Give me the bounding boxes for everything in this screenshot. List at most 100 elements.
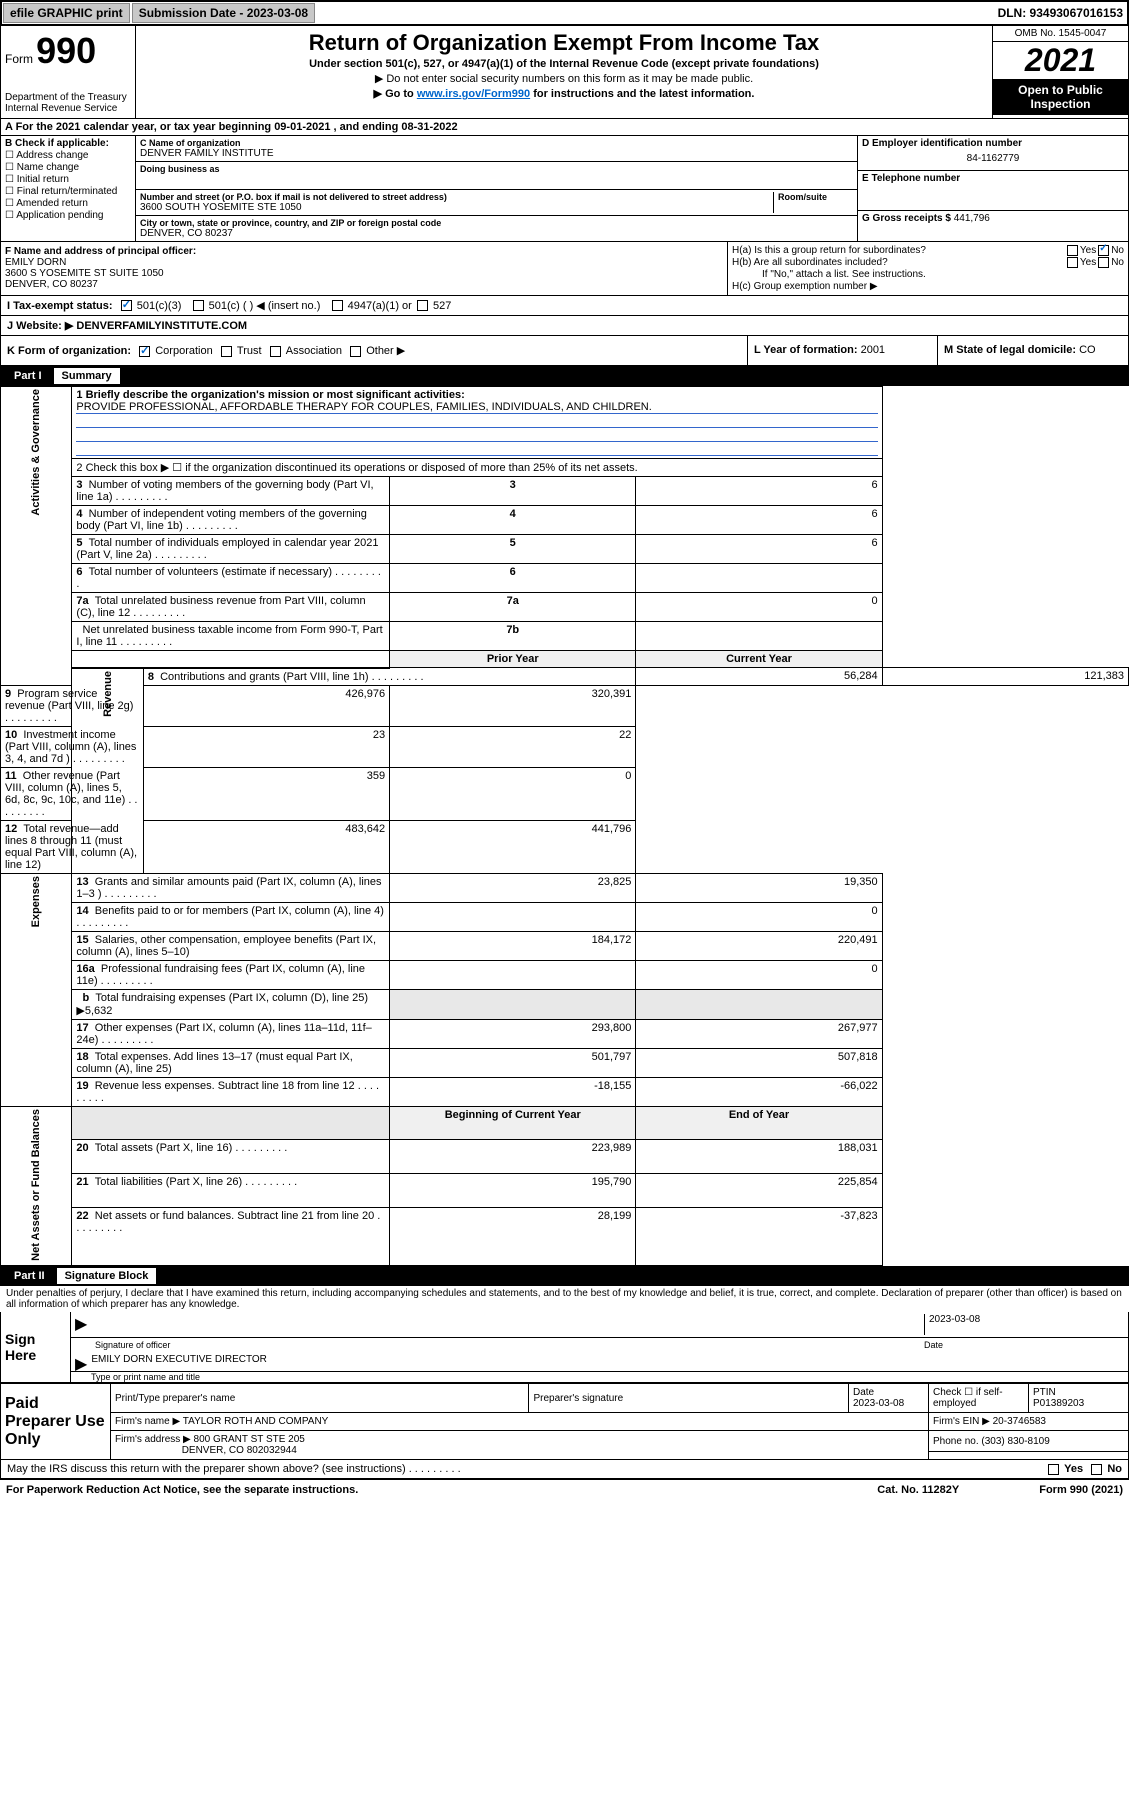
city-state-zip: DENVER, CO 80237 — [140, 228, 853, 239]
hb-label: H(b) Are all subordinates included? — [732, 257, 1065, 268]
mission-text: PROVIDE PROFESSIONAL, AFFORDABLE THERAPY… — [76, 401, 877, 414]
line2: 2 Check this box ▶ ☐ if the organization… — [72, 459, 882, 477]
col-de: D Employer identification number 84-1162… — [858, 136, 1128, 241]
ha-yes[interactable] — [1067, 245, 1078, 256]
chk-initial-return[interactable]: ☐ Initial return — [5, 174, 131, 185]
irs-label: Internal Revenue Service — [5, 103, 131, 114]
firm-ein: 20-3746583 — [993, 1416, 1046, 1427]
footer-right: Form 990 (2021) — [1039, 1484, 1123, 1496]
k-label: K Form of organization: — [7, 345, 131, 357]
penalty-text: Under penalties of perjury, I declare th… — [0, 1286, 1129, 1312]
officer-addr2: DENVER, CO 80237 — [5, 279, 98, 290]
l-label: L Year of formation: — [754, 344, 858, 356]
i-label: I Tax-exempt status: — [7, 300, 113, 312]
b-label: B Check if applicable: — [5, 138, 109, 149]
ha-no[interactable] — [1098, 245, 1109, 256]
firm-name-label: Firm's name ▶ — [115, 1416, 180, 1427]
section-fh: F Name and address of principal officer:… — [0, 242, 1129, 296]
chk-other[interactable] — [350, 346, 361, 357]
phone-label: Phone no. — [933, 1436, 979, 1447]
footer-left: For Paperwork Reduction Act Notice, see … — [6, 1484, 877, 1496]
signature-section: Sign Here ▶ 2023-03-08 Signature of offi… — [0, 1312, 1129, 1383]
tax-year: 2021 — [993, 42, 1128, 79]
discuss-row: May the IRS discuss this return with the… — [0, 1460, 1129, 1479]
firm-ein-label: Firm's EIN ▶ — [933, 1416, 990, 1427]
prep-date: 2023-03-08 — [853, 1398, 904, 1409]
chk-trust[interactable] — [221, 346, 232, 357]
side-netassets: Net Assets or Fund Balances — [30, 1109, 42, 1261]
gross-receipts: 441,796 — [954, 213, 990, 224]
hb-yes[interactable] — [1067, 257, 1078, 268]
discuss-yes[interactable] — [1048, 1464, 1059, 1475]
omb-number: OMB No. 1545-0047 — [993, 26, 1128, 42]
year-formation: 2001 — [861, 344, 885, 356]
chk-corp[interactable] — [139, 346, 150, 357]
discuss-text: May the IRS discuss this return with the… — [7, 1463, 1046, 1475]
col-b: B Check if applicable: ☐ Address change … — [1, 136, 136, 241]
form-label: Form — [5, 52, 33, 66]
sig-date-label: Date — [924, 1340, 1124, 1350]
prep-h2: Preparer's signature — [529, 1384, 849, 1413]
chk-assoc[interactable] — [270, 346, 281, 357]
prep-h1: Print/Type preparer's name — [111, 1384, 529, 1413]
chk-app-pending[interactable]: ☐ Application pending — [5, 210, 131, 221]
part2-label: Part II — [6, 1270, 53, 1282]
chk-name-change[interactable]: ☐ Name change — [5, 162, 131, 173]
form-subtitle: Under section 501(c), 527, or 4947(a)(1)… — [144, 58, 984, 70]
hb-no[interactable] — [1098, 257, 1109, 268]
dept-treasury: Department of the Treasury — [5, 92, 131, 103]
irs-link[interactable]: www.irs.gov/Form990 — [417, 88, 530, 100]
goto-line: ▶ Go to www.irs.gov/Form990 for instruct… — [144, 87, 984, 100]
firm-phone: (303) 830-8109 — [981, 1436, 1049, 1447]
side-activities: Activities & Governance — [30, 389, 42, 516]
efile-button[interactable]: efile GRAPHIC print — [3, 3, 130, 23]
part2-title: Signature Block — [57, 1268, 157, 1284]
prep-h5: PTIN — [1033, 1387, 1056, 1398]
part2-header: Part II Signature Block — [0, 1266, 1129, 1286]
mission-blank2 — [76, 428, 877, 442]
city-label: City or town, state or province, country… — [140, 218, 853, 228]
chk-address-change[interactable]: ☐ Address change — [5, 150, 131, 161]
sig-arrow2-icon: ▶ — [75, 1354, 87, 1369]
dba-label: Doing business as — [140, 164, 853, 174]
officer-addr1: 3600 S YOSEMITE ST SUITE 1050 — [5, 268, 164, 279]
print-name-label: Type or print name and title — [71, 1372, 1128, 1382]
org-name: DENVER FAMILY INSTITUTE — [140, 148, 853, 159]
addr-label: Number and street (or P.O. box if mail i… — [140, 192, 773, 202]
prior-year-hdr: Prior Year — [390, 651, 636, 668]
chk-501c3[interactable] — [121, 300, 132, 311]
f-label: F Name and address of principal officer: — [5, 246, 196, 257]
mission-blank3 — [76, 442, 877, 456]
hb-note: If "No," attach a list. See instructions… — [732, 269, 1124, 280]
ha-label: H(a) Is this a group return for subordin… — [732, 245, 1065, 256]
row-a-tax-year: A For the 2021 calendar year, or tax yea… — [0, 119, 1129, 136]
section-bcde: B Check if applicable: ☐ Address change … — [0, 136, 1129, 242]
ssn-warning: ▶ Do not enter social security numbers o… — [144, 72, 984, 85]
chk-final-return[interactable]: ☐ Final return/terminated — [5, 186, 131, 197]
form-header: Form 990 Department of the Treasury Inte… — [0, 26, 1129, 119]
sig-date: 2023-03-08 — [924, 1314, 1124, 1335]
chk-4947[interactable] — [332, 300, 343, 311]
discuss-no[interactable] — [1091, 1464, 1102, 1475]
top-bar: efile GRAPHIC print Submission Date - 20… — [0, 0, 1129, 26]
line1-label: 1 Briefly describe the organization's mi… — [76, 389, 877, 401]
prep-h4: Check ☐ if self-employed — [929, 1384, 1029, 1413]
mission-blank1 — [76, 414, 877, 428]
part1-title: Summary — [54, 368, 120, 384]
col-c: C Name of organization DENVER FAMILY INS… — [136, 136, 858, 241]
submission-date: Submission Date - 2023-03-08 — [132, 3, 315, 23]
firm-name: TAYLOR ROTH AND COMPANY — [183, 1416, 329, 1427]
dln: DLN: 93493067016153 — [998, 6, 1127, 20]
end-year-hdr: End of Year — [636, 1106, 882, 1140]
sig-arrow-icon: ▶ — [75, 1314, 87, 1335]
c-name-label: C Name of organization — [140, 138, 853, 148]
ptin: P01389203 — [1033, 1398, 1084, 1409]
officer-name: EMILY DORN — [5, 257, 66, 268]
e-label: E Telephone number — [862, 173, 1124, 184]
chk-amended[interactable]: ☐ Amended return — [5, 198, 131, 209]
chk-501c[interactable] — [193, 300, 204, 311]
chk-527[interactable] — [417, 300, 428, 311]
side-revenue: Revenue — [102, 671, 114, 717]
beg-year-hdr: Beginning of Current Year — [390, 1106, 636, 1140]
g-label: G Gross receipts $ — [862, 213, 951, 224]
